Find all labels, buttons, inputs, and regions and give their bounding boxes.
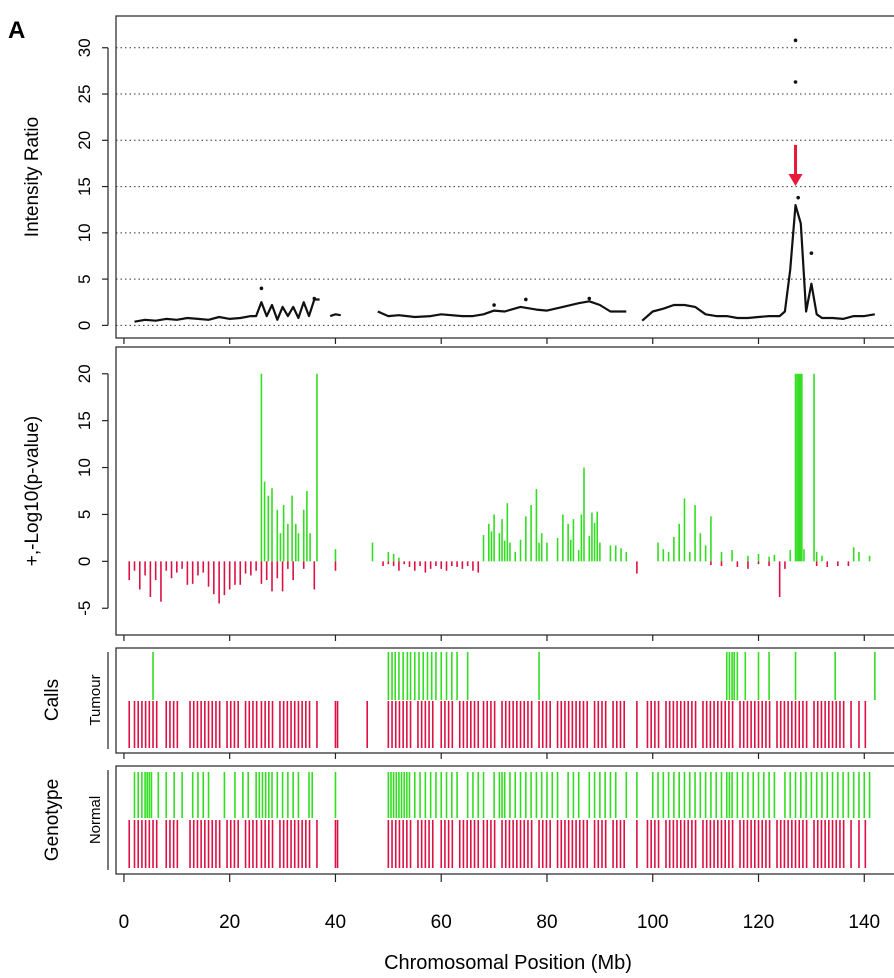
x-tick-label: 100 — [637, 912, 669, 933]
intensity-y-tick-label: 30 — [75, 38, 94, 57]
pvalue-y-tick-label: -5 — [75, 601, 94, 616]
intensity-segment-line — [641, 204, 875, 322]
intensity-segment-line — [329, 313, 341, 318]
intensity-y-tick-label: 10 — [75, 223, 94, 242]
pvalue-y-tick-label: 20 — [75, 364, 94, 383]
tumour-row-label: Tumour — [87, 674, 104, 725]
pvalue-y-tick-label: 10 — [75, 458, 94, 477]
intensity-segment-line — [134, 298, 320, 323]
intensity-y-tick-label: 15 — [75, 177, 94, 196]
normal-plot-frame — [115, 765, 894, 875]
x-tick-label: 140 — [848, 912, 880, 933]
calls-ylabel: Calls — [42, 679, 63, 721]
intensity-ratio-panel: Intensity Ratio 0 5 10 15 20 25 30 — [22, 15, 894, 344]
panel-label: A — [8, 17, 25, 44]
pvalue-plot-frame — [115, 346, 894, 636]
intensity-ylabel: Intensity Ratio — [22, 117, 43, 237]
intensity-y-tick-label: 20 — [75, 131, 94, 150]
intensity-y-tick-label: 25 — [75, 85, 94, 104]
x-tick-label: 80 — [536, 912, 557, 933]
intensity-plot-frame — [115, 15, 894, 339]
intensity-point — [492, 303, 496, 307]
x-tick-label: 40 — [325, 912, 346, 933]
x-tick-label: 0 — [119, 912, 130, 933]
pvalue-y-tick-label: 15 — [75, 411, 94, 430]
x-axis-label: Chromosomal Position (Mb) — [384, 952, 632, 974]
genotype-ylabel: Genotype — [42, 779, 63, 861]
pvalue-y-tick-label: 0 — [75, 557, 94, 566]
x-tick-label: 20 — [219, 912, 240, 933]
intensity-point — [524, 297, 528, 302]
normal-genotype-panel: Genotype Normal Chromosomal Position (Mb… — [42, 765, 894, 974]
tumour-calls-panel: Calls Tumour — [42, 647, 894, 759]
x-tick-label: 120 — [743, 912, 775, 933]
intensity-point — [793, 80, 798, 84]
pvalue-ylabel: +,-Log10(p-value) — [22, 416, 43, 567]
intensity-point — [312, 296, 317, 301]
x-tick-label: 60 — [431, 912, 452, 933]
intensity-y-tick-label: 0 — [75, 321, 94, 330]
intensity-point — [259, 286, 264, 291]
intensity-y-tick-label: 5 — [75, 274, 94, 283]
intensity-point — [809, 251, 814, 255]
intensity-segment-line — [377, 300, 627, 319]
intensity-point — [796, 195, 800, 200]
amplification-arrow-head — [788, 173, 803, 186]
intensity-point — [793, 38, 798, 43]
pvalue-panel: +,-Log10(p-value) -5 0 5 10 15 20 — [22, 346, 894, 641]
intensity-point — [587, 296, 592, 301]
pvalue-y-tick-label: 5 — [75, 510, 94, 519]
tumour-plot-frame — [115, 647, 894, 754]
normal-row-label: Normal — [87, 796, 104, 844]
